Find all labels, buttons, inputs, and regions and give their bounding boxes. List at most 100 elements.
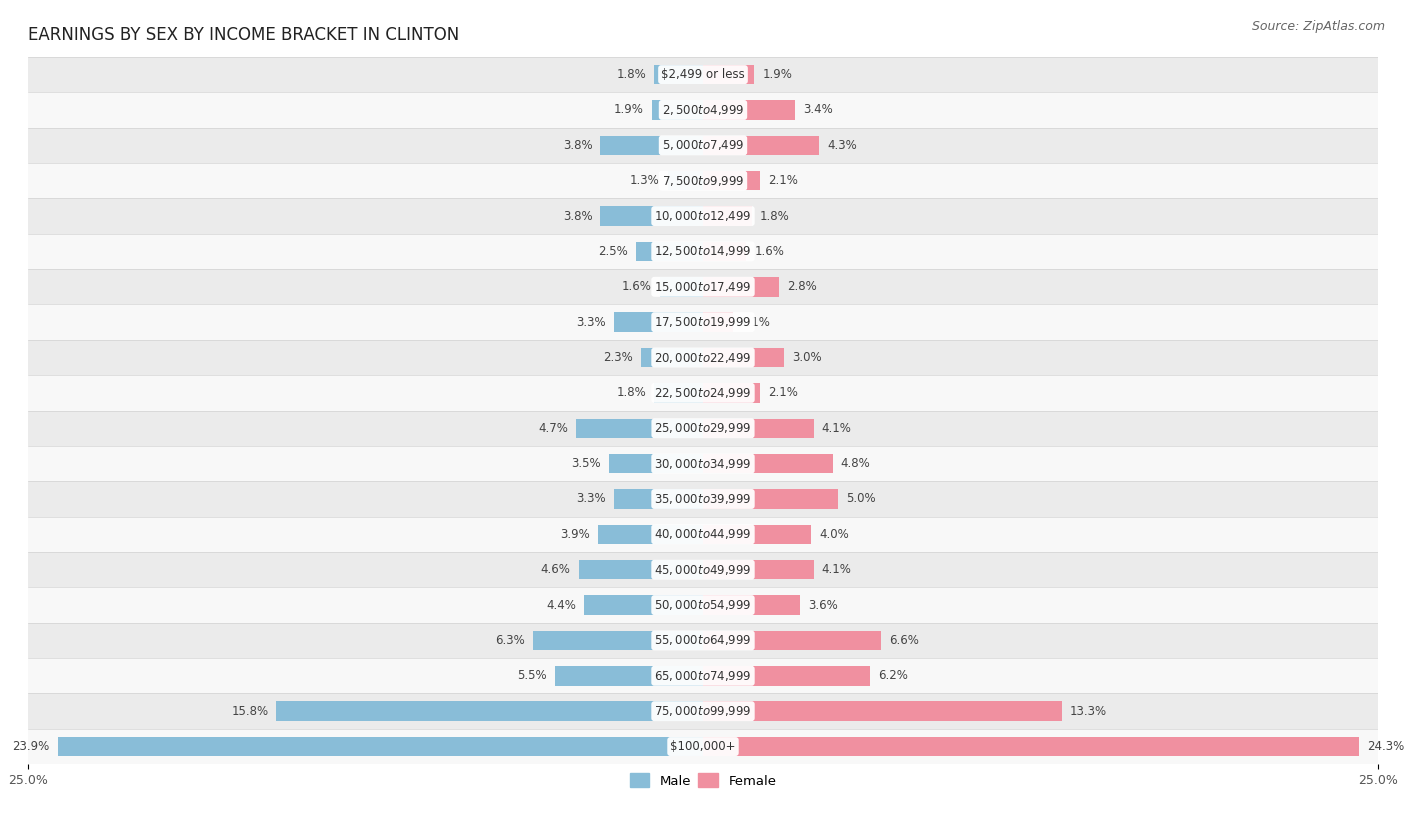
Bar xyxy=(703,595,800,615)
Bar xyxy=(598,524,703,544)
Text: 3.3%: 3.3% xyxy=(576,493,606,506)
Text: 2.3%: 2.3% xyxy=(603,351,633,364)
Bar xyxy=(703,171,759,190)
Bar xyxy=(614,489,703,509)
Text: EARNINGS BY SEX BY INCOME BRACKET IN CLINTON: EARNINGS BY SEX BY INCOME BRACKET IN CLI… xyxy=(28,26,460,44)
Text: $20,000 to $22,499: $20,000 to $22,499 xyxy=(654,350,752,364)
Text: 13.3%: 13.3% xyxy=(1070,705,1108,718)
Text: 2.1%: 2.1% xyxy=(768,386,797,399)
Bar xyxy=(703,207,752,226)
Bar xyxy=(277,702,703,721)
Text: 1.6%: 1.6% xyxy=(621,280,652,293)
Bar xyxy=(654,65,703,85)
Text: 2.1%: 2.1% xyxy=(768,174,797,187)
Text: $5,000 to $7,499: $5,000 to $7,499 xyxy=(662,138,744,152)
Bar xyxy=(576,419,703,438)
Bar xyxy=(28,340,1378,375)
Bar xyxy=(703,136,820,155)
Text: 1.8%: 1.8% xyxy=(617,68,647,81)
Text: $17,500 to $19,999: $17,500 to $19,999 xyxy=(654,315,752,329)
Text: 4.4%: 4.4% xyxy=(547,598,576,611)
Bar xyxy=(703,631,882,650)
Text: 3.0%: 3.0% xyxy=(792,351,821,364)
Bar xyxy=(533,631,703,650)
Bar xyxy=(28,92,1378,128)
Bar xyxy=(703,383,759,402)
Text: 15.8%: 15.8% xyxy=(231,705,269,718)
Text: 6.6%: 6.6% xyxy=(889,634,920,647)
Bar xyxy=(609,454,703,473)
Bar xyxy=(703,666,870,685)
Bar xyxy=(703,737,1360,756)
Bar xyxy=(28,481,1378,517)
Text: 1.1%: 1.1% xyxy=(741,315,770,328)
Text: 1.6%: 1.6% xyxy=(754,245,785,258)
Text: 24.3%: 24.3% xyxy=(1367,740,1405,753)
Bar xyxy=(641,348,703,367)
Bar xyxy=(585,595,703,615)
Bar xyxy=(703,419,814,438)
Bar xyxy=(703,312,733,332)
Text: 3.5%: 3.5% xyxy=(571,457,600,470)
Text: 3.8%: 3.8% xyxy=(562,210,592,223)
Text: 3.4%: 3.4% xyxy=(803,103,832,116)
Bar xyxy=(703,489,838,509)
Bar xyxy=(668,171,703,190)
Text: 5.5%: 5.5% xyxy=(517,669,547,682)
Bar xyxy=(28,233,1378,269)
Bar xyxy=(703,348,785,367)
Text: 1.9%: 1.9% xyxy=(614,103,644,116)
Text: 1.9%: 1.9% xyxy=(762,68,792,81)
Text: 4.8%: 4.8% xyxy=(841,457,870,470)
Bar xyxy=(28,693,1378,729)
Text: 4.6%: 4.6% xyxy=(541,563,571,576)
Text: 3.8%: 3.8% xyxy=(562,139,592,152)
Bar xyxy=(600,136,703,155)
Bar xyxy=(703,65,754,85)
Bar xyxy=(614,312,703,332)
Text: 3.6%: 3.6% xyxy=(808,598,838,611)
Text: 3.9%: 3.9% xyxy=(560,528,589,541)
Text: 1.8%: 1.8% xyxy=(759,210,789,223)
Bar xyxy=(28,517,1378,552)
Bar xyxy=(703,277,779,297)
Bar xyxy=(58,737,703,756)
Bar xyxy=(659,277,703,297)
Bar xyxy=(703,454,832,473)
Bar xyxy=(28,163,1378,198)
Text: $45,000 to $49,999: $45,000 to $49,999 xyxy=(654,563,752,576)
Bar xyxy=(28,57,1378,92)
Bar xyxy=(703,100,794,120)
Text: 5.0%: 5.0% xyxy=(846,493,876,506)
Bar xyxy=(703,524,811,544)
Text: $15,000 to $17,499: $15,000 to $17,499 xyxy=(654,280,752,293)
Text: $2,499 or less: $2,499 or less xyxy=(661,68,745,81)
Bar xyxy=(652,100,703,120)
Bar xyxy=(654,383,703,402)
Bar xyxy=(28,376,1378,411)
Bar xyxy=(28,198,1378,234)
Text: 4.7%: 4.7% xyxy=(538,422,568,435)
Text: 3.3%: 3.3% xyxy=(576,315,606,328)
Text: 4.3%: 4.3% xyxy=(827,139,856,152)
Bar xyxy=(28,623,1378,659)
Text: $55,000 to $64,999: $55,000 to $64,999 xyxy=(654,633,752,647)
Bar xyxy=(554,666,703,685)
Bar xyxy=(703,560,814,580)
Text: $12,500 to $14,999: $12,500 to $14,999 xyxy=(654,245,752,259)
Bar xyxy=(28,304,1378,340)
Text: $7,500 to $9,999: $7,500 to $9,999 xyxy=(662,174,744,188)
Legend: Male, Female: Male, Female xyxy=(624,768,782,793)
Bar xyxy=(28,411,1378,446)
Text: $35,000 to $39,999: $35,000 to $39,999 xyxy=(654,492,752,506)
Text: $75,000 to $99,999: $75,000 to $99,999 xyxy=(654,704,752,718)
Text: $10,000 to $12,499: $10,000 to $12,499 xyxy=(654,209,752,223)
Text: Source: ZipAtlas.com: Source: ZipAtlas.com xyxy=(1251,20,1385,33)
Text: $40,000 to $44,999: $40,000 to $44,999 xyxy=(654,528,752,541)
Text: 4.0%: 4.0% xyxy=(820,528,849,541)
Bar xyxy=(28,659,1378,693)
Bar xyxy=(636,241,703,261)
Bar xyxy=(28,128,1378,163)
Bar xyxy=(28,587,1378,623)
Text: $65,000 to $74,999: $65,000 to $74,999 xyxy=(654,669,752,683)
